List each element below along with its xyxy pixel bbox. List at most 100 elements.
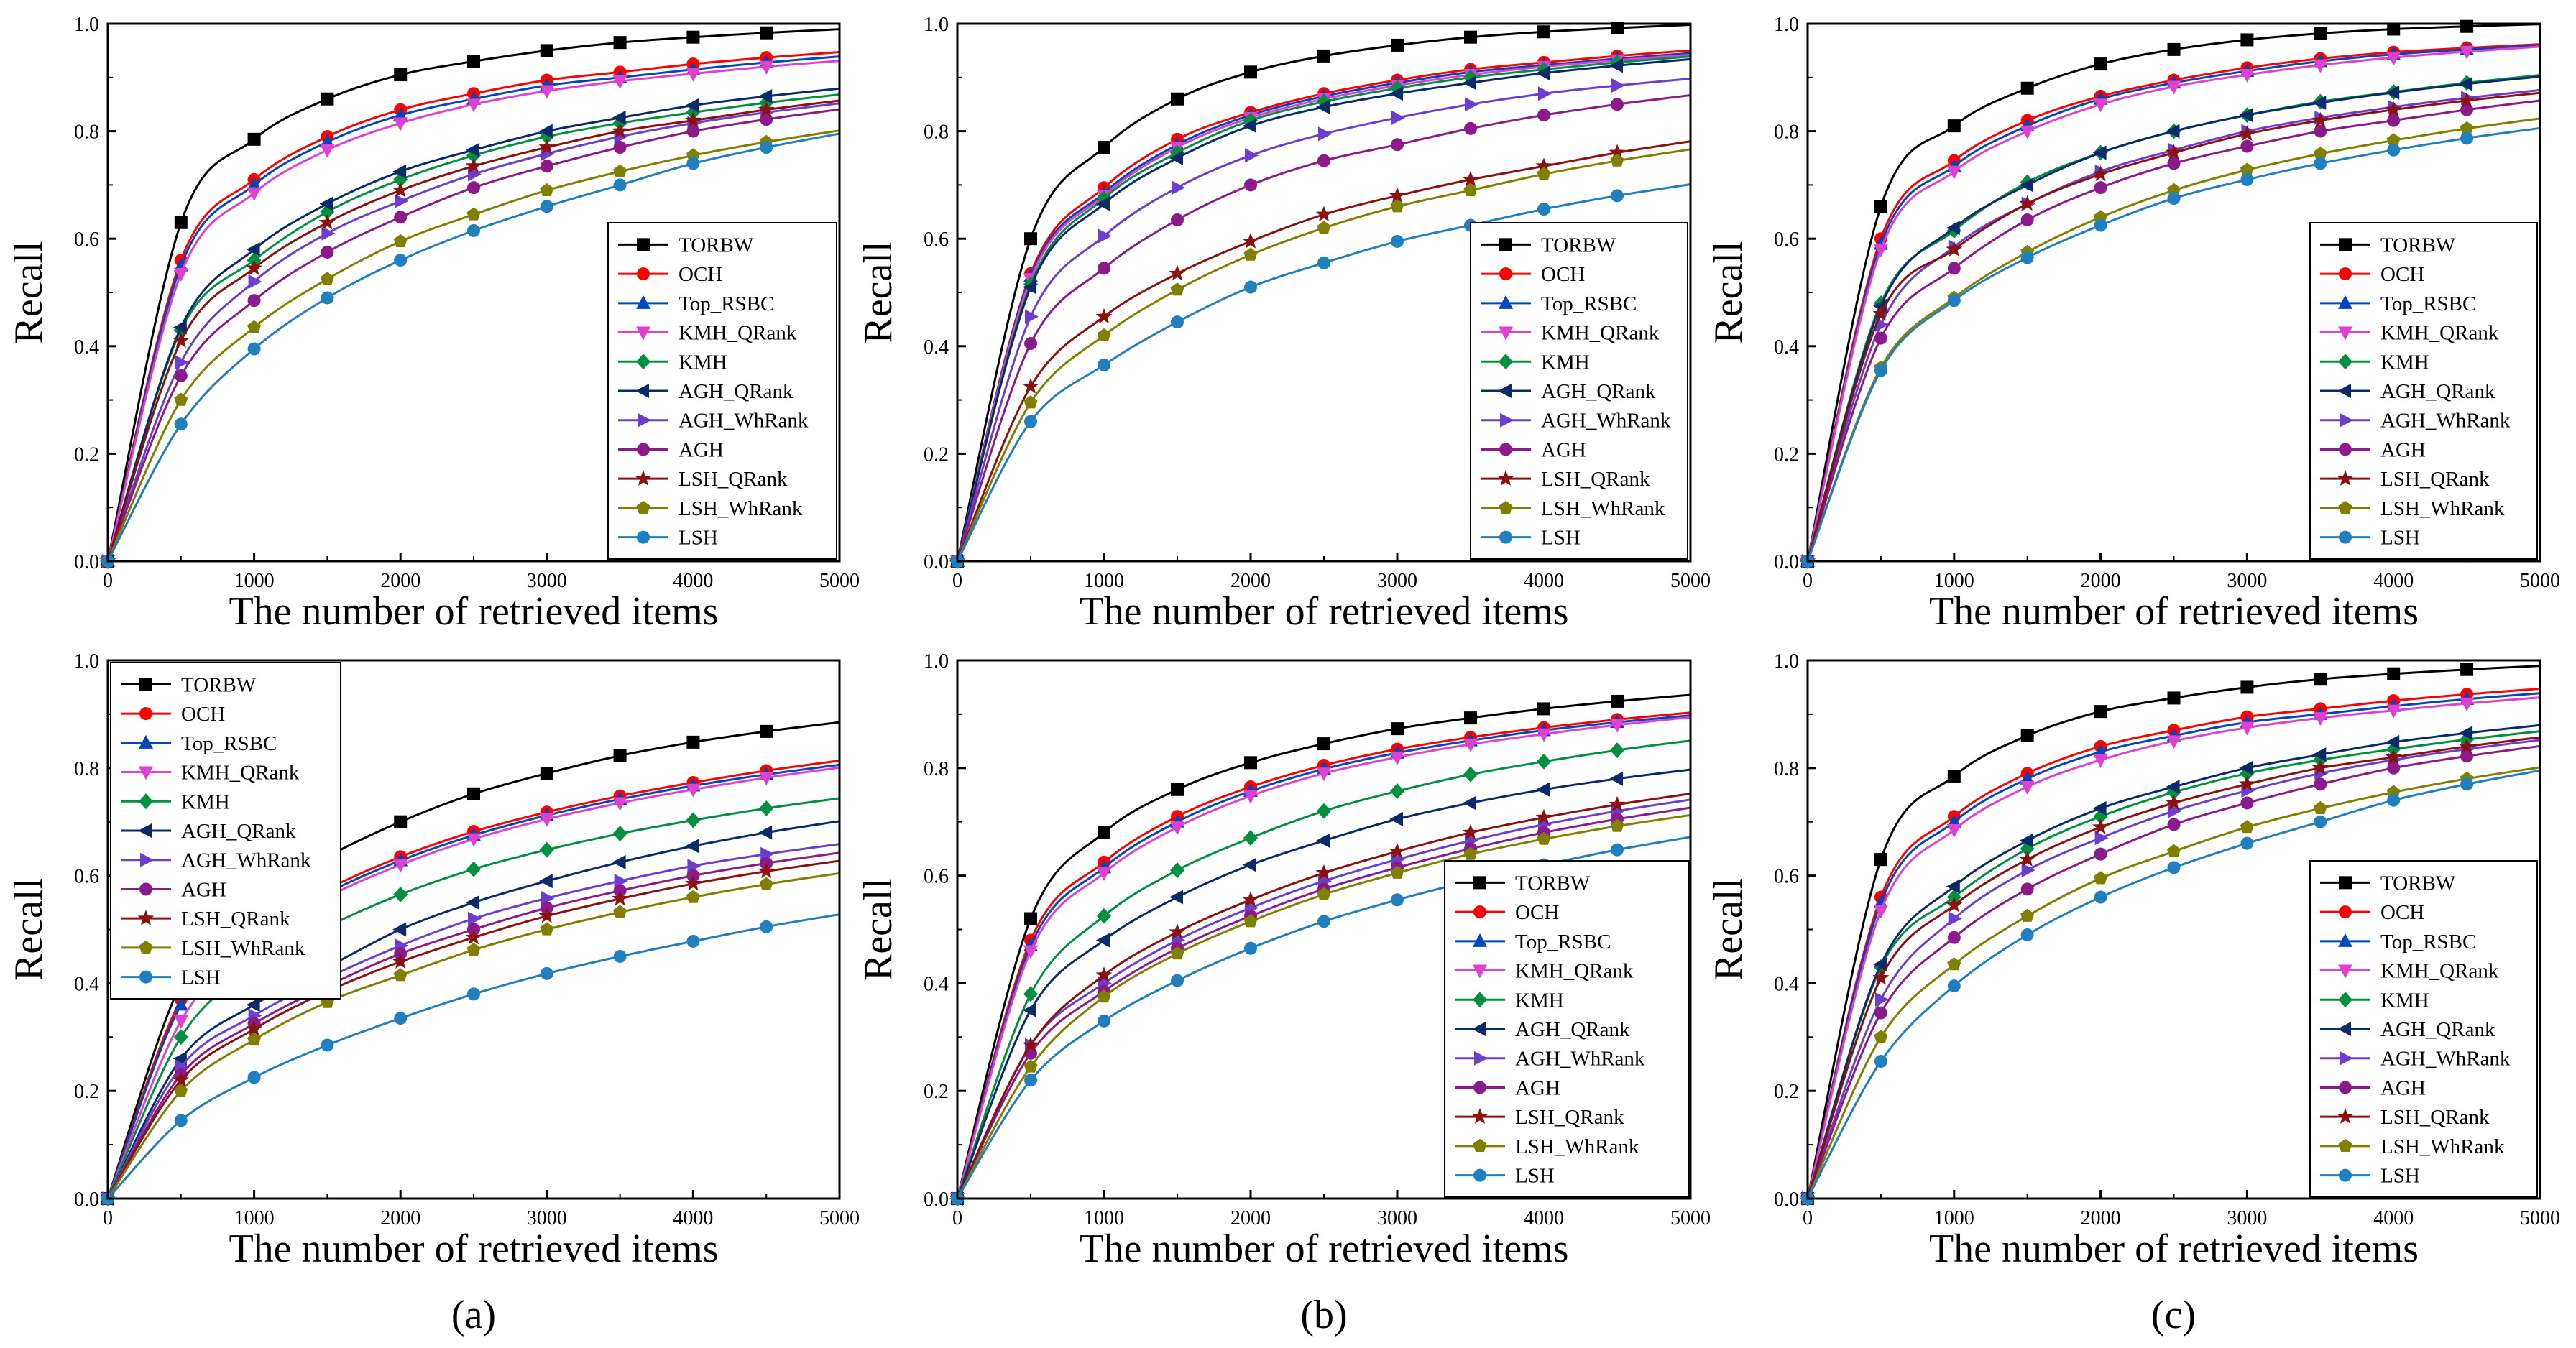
data-point-TORBW — [1171, 92, 1184, 106]
data-point-LSH — [2167, 192, 2181, 206]
series-line-LSH — [1806, 769, 2541, 1199]
legend-marker — [1472, 1022, 1486, 1036]
data-point-LSH_WhRank — [1947, 957, 1961, 971]
data-point-LSH_WhRank — [1874, 1030, 1888, 1043]
data-point-AGH — [1098, 262, 1110, 275]
data-point-LSH_WhRank — [1390, 865, 1404, 879]
data-point-LSH — [1244, 280, 1257, 294]
chart-panel-bottom-middle: 0 1000 2000 3000 4000 5000 0.0 0.2 0.4 0.6 0.8 1.0 T… — [856, 650, 1711, 1271]
data-point-AGH — [686, 124, 700, 138]
x-tick-label: 0 — [952, 570, 962, 592]
y-tick-label: 0.4 — [924, 336, 949, 359]
data-point-LSH — [1611, 843, 1624, 857]
y-tick-label: 0.2 — [924, 1081, 949, 1103]
data-point-AGH_QRank — [538, 124, 553, 139]
data-point-LSH — [1098, 1014, 1110, 1028]
data-point-LSH_QRank — [1946, 896, 1963, 913]
data-point-LSH_QRank — [1872, 969, 1890, 985]
data-point-AGH_WhRank — [1465, 97, 1478, 112]
data-point-AGH_QRank — [1463, 795, 1476, 811]
data-point-AGH — [247, 294, 261, 308]
data-point-LSH_QRank — [758, 101, 775, 117]
data-point-LSH — [1317, 915, 1330, 928]
data-point-LSH — [1874, 364, 1887, 377]
series-line-AGH_QRank — [956, 57, 1691, 562]
x-axis-title: The number of retrieved items — [1929, 589, 2419, 634]
legend-label: KMH_QRank — [181, 762, 300, 785]
data-point-LSH_WhRank — [613, 905, 627, 918]
data-point-AGH_QRank — [2312, 747, 2327, 762]
data-point-TORBW — [613, 36, 627, 50]
data-point-TORBW — [540, 767, 553, 780]
data-point-AGH_QRank — [1872, 957, 1887, 972]
series-line-KMH — [956, 739, 1691, 1199]
data-point-KMH_QRank — [393, 117, 408, 131]
legend-marker — [636, 326, 650, 341]
data-point-LSH_WhRank — [2167, 844, 2181, 857]
legend-label: AGH — [1541, 438, 1586, 461]
data-point-LSH — [2020, 928, 2034, 941]
y-tick-label: 0.4 — [74, 973, 99, 995]
data-point-KMH_QRank — [247, 187, 262, 201]
data-point-LSH — [1947, 294, 1961, 308]
data-point-LSH — [1244, 941, 1257, 955]
data-point-LSH_WhRank — [540, 183, 554, 196]
data-point-AGH_QRank — [2019, 177, 2033, 193]
data-point-AGH_QRank — [685, 839, 699, 854]
legend-marker — [1499, 443, 1512, 456]
data-point-LSH_WhRank — [686, 890, 700, 903]
data-point-LSH_WhRank — [1170, 946, 1184, 960]
data-point-LSH — [174, 417, 188, 431]
legend-label: LSH_QRank — [2380, 468, 2490, 491]
data-point-LSH_QRank — [2092, 165, 2109, 182]
series-line-AGH_QRank — [106, 87, 840, 562]
x-tick-label: 3000 — [2227, 570, 2267, 592]
legend-marker — [1473, 905, 1486, 919]
data-point-LSH_QRank — [2019, 851, 2036, 867]
legend-marker — [139, 734, 153, 749]
data-point-LSH — [394, 1012, 408, 1025]
data-point-LSH_WhRank — [1317, 887, 1331, 900]
data-point-KMH — [1390, 783, 1404, 800]
legend-marker — [637, 267, 650, 281]
data-point-LSH_QRank — [1609, 795, 1626, 812]
series-line-AGH — [1806, 744, 2541, 1199]
legend-label: LSH — [2380, 527, 2420, 550]
data-point-LSH_QRank — [1169, 923, 1186, 939]
data-point-AGH — [540, 160, 553, 173]
data-point-TORBW — [1464, 711, 1477, 725]
legend-label: LSH_WhRank — [1541, 497, 1665, 520]
legend-label: KMH_QRank — [678, 322, 797, 345]
legend-label: TORBW — [2380, 234, 2456, 257]
series-line-LSH_QRank — [956, 140, 1691, 562]
legend-marker — [2339, 443, 2352, 456]
data-point-AGH_QRank — [2459, 726, 2473, 741]
data-point-AGH — [2387, 761, 2401, 775]
data-point-TORBW — [1244, 65, 1257, 79]
data-point-AGH_WhRank — [321, 226, 336, 241]
data-point-TORBW — [1317, 737, 1330, 751]
legend-label: TORBW — [678, 234, 754, 257]
data-point-KMH_QRank — [1610, 719, 1624, 733]
data-point-TORBW — [1098, 826, 1110, 839]
y-tick-label: 0.0 — [74, 551, 99, 573]
data-point-AGH — [2314, 777, 2327, 791]
data-point-TORBW — [174, 216, 188, 229]
data-point-LSH_QRank — [172, 332, 190, 348]
legend-marker — [1473, 1081, 1486, 1094]
legend-label: LSH_QRank — [1541, 468, 1650, 491]
legend-label: LSH_QRank — [1515, 1106, 1624, 1129]
data-point-AGH_QRank — [2092, 800, 2107, 816]
data-point-LSH_WhRank — [466, 207, 481, 221]
legend-marker — [2337, 1108, 2354, 1124]
data-point-AGH_QRank — [392, 922, 407, 937]
data-point-AGH — [467, 181, 480, 195]
data-point-LSH — [1947, 979, 1961, 993]
data-point-KMH — [1537, 753, 1551, 770]
data-point-LSH — [760, 920, 773, 933]
x-axis-title: The number of retrieved items — [229, 589, 718, 634]
data-point-TORBW — [2094, 705, 2107, 719]
data-point-AGH_QRank — [1389, 811, 1403, 826]
legend-marker — [1473, 964, 1487, 979]
data-point-AGH — [2167, 157, 2181, 170]
